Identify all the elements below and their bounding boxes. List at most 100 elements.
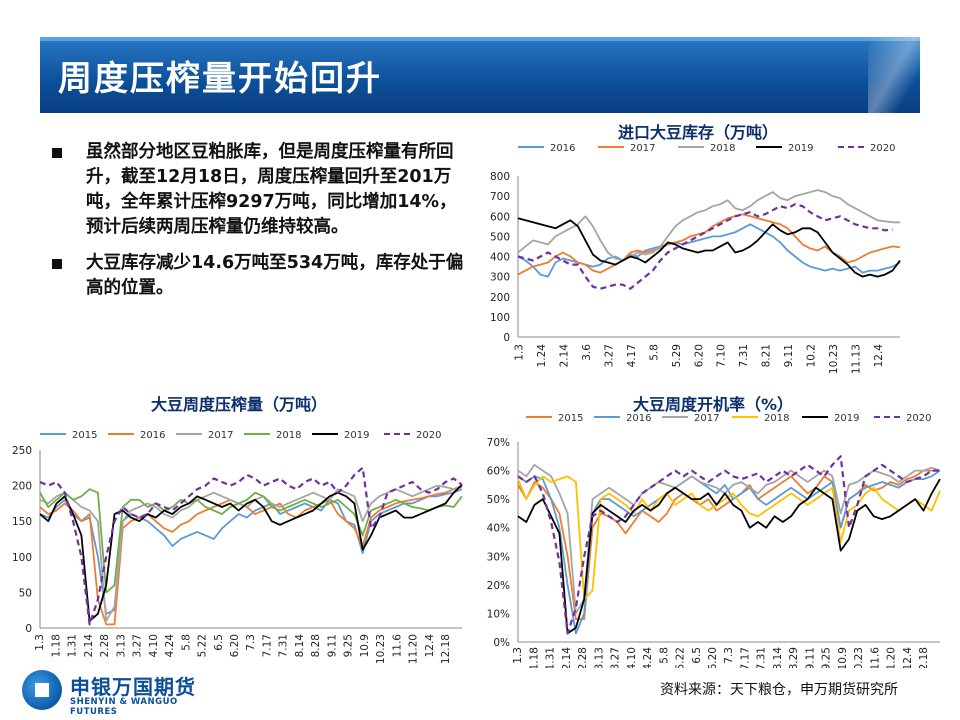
series-line-2018 <box>517 475 941 600</box>
x-tick-label: 7.3 <box>245 634 257 651</box>
series-line-2018 <box>39 488 463 594</box>
y-tick-label: 10% <box>487 608 510 620</box>
y-tick-label: 100 <box>12 552 32 564</box>
x-tick-label: 7.31 <box>738 344 750 367</box>
legend-label: 2019 <box>834 413 859 424</box>
x-tick-label: 10.23 <box>853 647 865 668</box>
x-tick-label: 1.18 <box>50 634 62 657</box>
y-tick-label: 0 <box>503 332 510 344</box>
x-tick-label: 11.6 <box>391 634 403 658</box>
x-tick-label: 8.29 <box>788 647 800 668</box>
legend-label: 2020 <box>906 413 931 424</box>
x-tick-label: 7.10 <box>716 344 728 367</box>
legend-label: 2020 <box>416 430 441 441</box>
x-tick-label: 3.27 <box>610 647 622 668</box>
x-tick-label: 5.8 <box>658 647 670 664</box>
x-tick-label: 1.31 <box>545 647 557 668</box>
y-tick-label: 250 <box>12 445 32 457</box>
logo-text-en: SHENYIN & WANGUO FUTURES <box>70 697 178 717</box>
source-note: 资料来源：天下粮仓，申万期货研究所 <box>660 682 898 698</box>
y-tick-label: 20% <box>487 580 510 592</box>
x-tick-label: 1.24 <box>536 344 548 368</box>
legend-label: 2015 <box>558 413 583 424</box>
x-tick-label: 7.3 <box>723 647 735 664</box>
banner-strip <box>40 37 920 41</box>
y-tick-label: 600 <box>490 211 510 223</box>
x-tick-label: 10.23 <box>828 344 840 374</box>
x-tick-label: 12.4 <box>902 647 914 668</box>
x-tick-label: 3.6 <box>581 344 593 361</box>
chart-title: 大豆周度开机率（%） <box>633 395 793 414</box>
chart-title: 进口大豆库存（万吨） <box>618 123 778 142</box>
legend-label: 2018 <box>764 413 789 424</box>
x-tick-label: 1.31 <box>67 634 79 657</box>
y-tick-label: 0 <box>25 623 32 635</box>
bullet-text: 虽然部分地区豆粕胀库，但是周度压榨量有所回升，截至12月18日，周度压榨量回升至… <box>86 142 457 237</box>
x-tick-label: 12.4 <box>424 634 436 658</box>
legend-label: 2019 <box>344 430 369 441</box>
x-tick-label: 10.2 <box>806 344 818 367</box>
x-tick-label: 11.13 <box>851 344 863 374</box>
y-tick-label: 500 <box>490 231 510 243</box>
x-tick-label: 10.9 <box>837 647 849 668</box>
series-line-2016 <box>39 486 463 626</box>
legend-label: 2018 <box>276 430 301 441</box>
x-tick-label: 3.13 <box>593 647 605 668</box>
y-tick-label: 150 <box>12 516 32 528</box>
x-tick-label: 12.4 <box>873 344 885 368</box>
y-tick-label: 50 <box>19 587 32 599</box>
y-tick-label: 70% <box>487 437 510 449</box>
x-tick-label: 4.17 <box>626 344 638 367</box>
x-tick-label: 4.10 <box>148 634 160 657</box>
legend-label: 2018 <box>710 143 735 154</box>
operating-rate-chart: 大豆周度开机率（%） 2015 2016 2017 2018 2019 2020 0% 10% 2… <box>478 388 948 668</box>
legend-label: 2015 <box>72 430 97 441</box>
series-line-2020 <box>517 203 893 290</box>
x-tick-label: 5.22 <box>197 634 209 657</box>
x-tick-label: 8.28 <box>310 634 322 657</box>
legend-label: 2017 <box>208 430 233 441</box>
legend-label: 2020 <box>870 143 895 154</box>
x-tick-label: 1.3 <box>512 647 524 664</box>
legend-label: 2016 <box>626 413 651 424</box>
series-line-2019 <box>517 478 941 635</box>
x-tick-label: 2.14 <box>561 647 573 668</box>
logo-mark-icon <box>22 670 62 710</box>
bullet-text: 大豆库存减少14.6万吨至534万吨，库存处于偏高的位置。 <box>86 253 464 298</box>
x-tick-label: 9.25 <box>821 647 833 668</box>
x-tick-label: 9.11 <box>326 634 338 657</box>
x-tick-label: 7.31 <box>278 634 290 657</box>
x-tick-label: 4.24 <box>164 634 176 658</box>
x-tick-label: 12.18 <box>918 647 930 668</box>
x-tick-label: 10.23 <box>375 634 387 664</box>
x-tick-label: 1.3 <box>34 634 46 651</box>
series-line-2020 <box>517 455 940 635</box>
y-tick-label: 300 <box>490 272 510 284</box>
x-tick-label: 6.20 <box>229 634 241 657</box>
x-tick-label: 6.5 <box>691 647 703 664</box>
x-tick-label: 12.18 <box>440 634 452 664</box>
y-tick-label: 200 <box>490 292 510 304</box>
x-tick-label: 4.10 <box>626 647 638 668</box>
x-tick-label: 4.24 <box>642 647 654 668</box>
inventory-chart-svg: 进口大豆库存（万吨） 2016 2017 2018 2019 2020 0 100 200 300… <box>490 123 901 374</box>
legend-label: 2016 <box>140 430 165 441</box>
x-tick-label: 11.6 <box>869 647 881 668</box>
legend-label: 2019 <box>788 143 813 154</box>
x-tick-label: 7.31 <box>756 647 768 668</box>
y-tick-label: 0% <box>493 637 510 649</box>
y-tick-label: 30% <box>487 551 510 563</box>
chart-title: 大豆周度压榨量（万吨） <box>151 395 327 414</box>
legend-label: 2017 <box>630 143 655 154</box>
x-tick-label: 6.5 <box>213 634 225 651</box>
bullet-square-icon <box>52 148 62 158</box>
series-line-2018 <box>517 189 900 262</box>
logo-text-cn: 申银万国期货 <box>70 675 196 699</box>
legend-label: 2016 <box>550 143 575 154</box>
y-tick-label: 60% <box>487 466 510 478</box>
series-line-2019 <box>39 484 463 622</box>
page-title: 周度压榨量开始回升 <box>58 59 382 99</box>
x-tick-label: 8.14 <box>294 634 306 658</box>
crush-chart-svg: 大豆周度压榨量（万吨） 2015 2016 2017 2018 2019 2020 0 50 10… <box>12 395 463 664</box>
x-tick-label: 6.20 <box>693 344 705 367</box>
